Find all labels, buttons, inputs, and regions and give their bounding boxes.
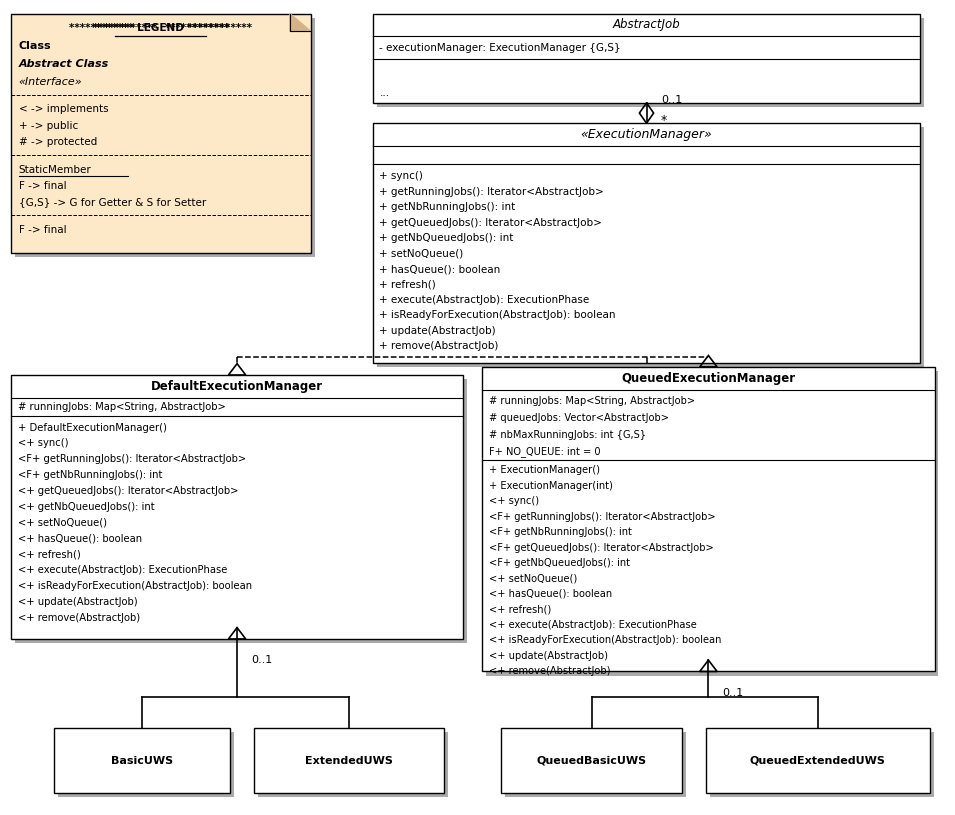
Text: <+ sync(): <+ sync() <box>489 496 539 506</box>
Text: + DefaultExecutionManager(): + DefaultExecutionManager() <box>17 423 166 433</box>
Text: <+ getNbQueuedJobs(): int: <+ getNbQueuedJobs(): int <box>17 502 154 512</box>
Text: < -> implements: < -> implements <box>18 104 108 114</box>
Text: + ExecutionManager(): + ExecutionManager() <box>489 465 600 475</box>
Text: ************: ************ <box>160 23 229 33</box>
Bar <box>372 14 921 103</box>
Text: <+ execute(AbstractJob): ExecutionPhase: <+ execute(AbstractJob): ExecutionPhase <box>489 619 697 630</box>
Text: + ExecutionManager(int): + ExecutionManager(int) <box>489 481 613 491</box>
Text: + getRunningJobs(): Iterator<AbstractJob>: + getRunningJobs(): Iterator<AbstractJob… <box>379 187 605 197</box>
Bar <box>258 733 448 797</box>
Bar <box>376 127 924 367</box>
Bar <box>372 123 921 363</box>
Text: StaticMember: StaticMember <box>18 165 92 174</box>
Text: QueuedExtendedUWS: QueuedExtendedUWS <box>750 756 886 766</box>
Text: <+ hasQueue(): boolean: <+ hasQueue(): boolean <box>489 589 612 599</box>
Text: Abstract Class: Abstract Class <box>18 59 109 69</box>
Text: {G,S} -> G for Getter & S for Setter: {G,S} -> G for Getter & S for Setter <box>18 197 205 207</box>
Text: # nbMaxRunningJobs: int {G,S}: # nbMaxRunningJobs: int {G,S} <box>489 430 646 440</box>
Text: ************: ************ <box>93 23 160 33</box>
Text: + -> public: + -> public <box>18 121 77 130</box>
Bar <box>11 375 463 639</box>
Bar <box>14 379 467 643</box>
Text: <+ getQueuedJobs(): Iterator<AbstractJob>: <+ getQueuedJobs(): Iterator<AbstractJob… <box>17 486 238 496</box>
Text: + setNoQueue(): + setNoQueue() <box>379 249 464 258</box>
Text: + sync(): + sync() <box>379 171 423 182</box>
Text: + hasQueue(): boolean: + hasQueue(): boolean <box>379 264 500 274</box>
Text: + getNbQueuedJobs(): int: + getNbQueuedJobs(): int <box>379 233 514 243</box>
Text: 0..1: 0..1 <box>661 95 682 105</box>
Polygon shape <box>290 14 311 32</box>
Text: <+ update(AbstractJob): <+ update(AbstractJob) <box>17 597 138 607</box>
Text: + remove(AbstractJob): + remove(AbstractJob) <box>379 341 499 351</box>
Text: <+ execute(AbstractJob): ExecutionPhase: <+ execute(AbstractJob): ExecutionPhase <box>17 565 227 575</box>
Bar <box>486 371 939 676</box>
Text: <F+ getNbQueuedJobs(): int: <F+ getNbQueuedJobs(): int <box>489 558 630 568</box>
Bar <box>376 18 924 107</box>
Text: «Interface»: «Interface» <box>18 77 82 87</box>
Text: <+ remove(AbstractJob): <+ remove(AbstractJob) <box>489 666 610 676</box>
Text: ExtendedUWS: ExtendedUWS <box>305 756 393 766</box>
Text: <F+ getRunningJobs(): Iterator<AbstractJob>: <F+ getRunningJobs(): Iterator<AbstractJ… <box>17 454 245 465</box>
Text: + update(AbstractJob): + update(AbstractJob) <box>379 326 496 336</box>
Text: <+ remove(AbstractJob): <+ remove(AbstractJob) <box>17 613 139 623</box>
Text: <+ sync(): <+ sync() <box>17 438 68 448</box>
Bar <box>57 733 234 797</box>
Bar <box>501 729 682 793</box>
Text: # runningJobs: Map<String, AbstractJob>: # runningJobs: Map<String, AbstractJob> <box>17 402 225 412</box>
Text: DefaultExecutionManager: DefaultExecutionManager <box>151 380 323 393</box>
Bar <box>254 729 444 793</box>
Text: <+ setNoQueue(): <+ setNoQueue() <box>17 518 107 527</box>
Text: <F+ getNbRunningJobs(): int: <F+ getNbRunningJobs(): int <box>489 527 632 537</box>
Bar <box>505 733 686 797</box>
Text: + refresh(): + refresh() <box>379 280 436 289</box>
Text: <+ isReadyForExecution(AbstractJob): boolean: <+ isReadyForExecution(AbstractJob): boo… <box>489 635 721 645</box>
Text: QueuedExecutionManager: QueuedExecutionManager <box>622 372 796 385</box>
Text: <+ refresh(): <+ refresh() <box>17 549 80 559</box>
Text: <+ refresh(): <+ refresh() <box>489 605 551 615</box>
Text: <+ update(AbstractJob): <+ update(AbstractJob) <box>489 650 608 661</box>
Text: 0..1: 0..1 <box>723 688 744 698</box>
Text: <+ isReadyForExecution(AbstractJob): boolean: <+ isReadyForExecution(AbstractJob): boo… <box>17 581 252 591</box>
Text: + getQueuedJobs(): Iterator<AbstractJob>: + getQueuedJobs(): Iterator<AbstractJob> <box>379 218 603 227</box>
Text: # queuedJobs: Vector<AbstractJob>: # queuedJobs: Vector<AbstractJob> <box>489 412 668 423</box>
Text: - executionManager: ExecutionManager {G,S}: - executionManager: ExecutionManager {G,… <box>379 42 621 53</box>
Bar <box>53 729 230 793</box>
Bar <box>14 18 314 258</box>
Text: + getNbRunningJobs(): int: + getNbRunningJobs(): int <box>379 202 516 212</box>
Text: # -> protected: # -> protected <box>18 137 96 147</box>
Text: *: * <box>661 114 667 127</box>
Text: <+ hasQueue(): boolean: <+ hasQueue(): boolean <box>17 534 141 544</box>
Text: ************ LEGEND ************: ************ LEGEND ************ <box>70 23 252 33</box>
Text: F -> final: F -> final <box>18 181 66 191</box>
Text: «ExecutionManager»: «ExecutionManager» <box>581 128 712 141</box>
Text: + execute(AbstractJob): ExecutionPhase: + execute(AbstractJob): ExecutionPhase <box>379 295 589 305</box>
Bar <box>11 14 311 253</box>
Text: + isReadyForExecution(AbstractJob): boolean: + isReadyForExecution(AbstractJob): bool… <box>379 311 616 320</box>
Text: <F+ getQueuedJobs(): Iterator<AbstractJob>: <F+ getQueuedJobs(): Iterator<AbstractJo… <box>489 543 713 553</box>
Text: <F+ getRunningJobs(): Iterator<AbstractJob>: <F+ getRunningJobs(): Iterator<AbstractJ… <box>489 512 715 522</box>
Text: QueuedBasicUWS: QueuedBasicUWS <box>537 756 647 766</box>
Text: 0..1: 0..1 <box>251 655 272 665</box>
Text: <F+ getNbRunningJobs(): int: <F+ getNbRunningJobs(): int <box>17 470 162 480</box>
Text: F+ NO_QUEUE: int = 0: F+ NO_QUEUE: int = 0 <box>489 447 601 457</box>
Text: ...: ... <box>379 88 390 98</box>
Text: <+ setNoQueue(): <+ setNoQueue() <box>489 574 577 584</box>
Bar <box>706 729 930 793</box>
Text: # runningJobs: Map<String, AbstractJob>: # runningJobs: Map<String, AbstractJob> <box>489 395 695 406</box>
Bar <box>482 367 935 672</box>
Text: F -> final: F -> final <box>18 225 66 235</box>
Text: BasicUWS: BasicUWS <box>111 756 173 766</box>
Bar <box>710 733 934 797</box>
Text: AbstractJob: AbstractJob <box>613 19 680 32</box>
Text: Class: Class <box>18 41 52 51</box>
